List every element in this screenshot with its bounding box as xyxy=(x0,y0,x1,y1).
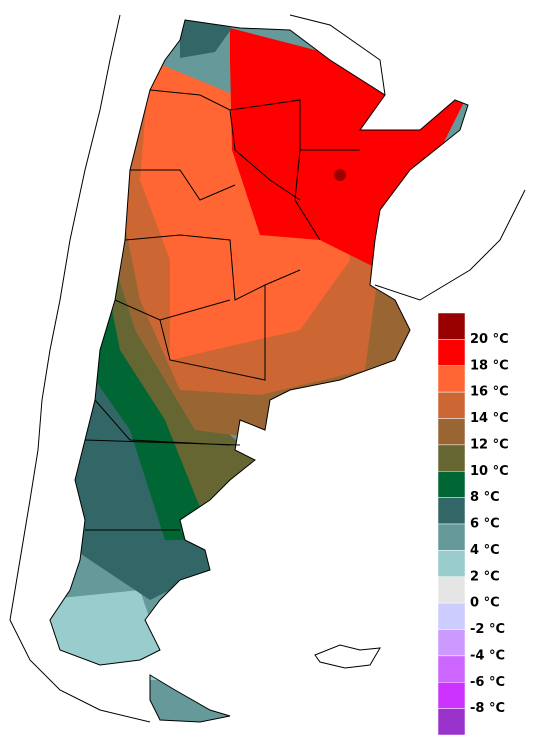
legend-label: 18 °C xyxy=(470,358,509,373)
legend-swatch xyxy=(437,391,466,419)
legend-label: 6 °C xyxy=(470,517,500,532)
legend-label: 0 °C xyxy=(470,596,500,611)
neighbor-border xyxy=(289,14,526,301)
legend-swatch xyxy=(437,655,466,683)
legend-label: 2 °C xyxy=(470,569,500,584)
legend-label: 20 °C xyxy=(470,332,509,347)
legend-label: -4 °C xyxy=(470,648,505,663)
legend-swatch xyxy=(437,629,466,657)
legend-swatch xyxy=(437,365,466,393)
legend-label: -2 °C xyxy=(470,622,505,637)
zone xyxy=(180,20,232,58)
legend-swatch xyxy=(437,682,466,709)
legend-label: 12 °C xyxy=(470,437,509,452)
legend-swatch xyxy=(437,550,466,577)
legend-swatch xyxy=(437,418,466,446)
legend: 20 °C 18 °C 16 °C 14 °C 12 °C 10 °C 8 °C 6 °C 4 … xyxy=(437,312,509,736)
legend-swatch xyxy=(437,602,466,630)
legend-swatch xyxy=(437,523,466,551)
legend-label: 16 °C xyxy=(470,385,509,400)
legend-swatch xyxy=(437,576,466,604)
province-borders xyxy=(84,89,360,531)
falkland-islands xyxy=(314,644,381,669)
zone xyxy=(230,28,468,270)
argentina-outline xyxy=(49,19,469,723)
legend-swatch xyxy=(437,444,466,472)
legend-swatch xyxy=(437,339,466,366)
legend-swatch xyxy=(437,497,466,525)
legend-swatch xyxy=(437,471,466,498)
legend-label: 4 °C xyxy=(470,543,500,558)
legend-label: 10 °C xyxy=(470,464,509,479)
legend-label: -8 °C xyxy=(470,701,505,716)
chile-coast xyxy=(9,14,151,723)
legend-swatch xyxy=(437,312,466,340)
legend-label: 8 °C xyxy=(470,490,500,505)
zone xyxy=(334,169,346,181)
legend-label: -6 °C xyxy=(470,675,505,690)
legend-swatch xyxy=(437,708,466,736)
legend-label: 14 °C xyxy=(470,411,509,426)
